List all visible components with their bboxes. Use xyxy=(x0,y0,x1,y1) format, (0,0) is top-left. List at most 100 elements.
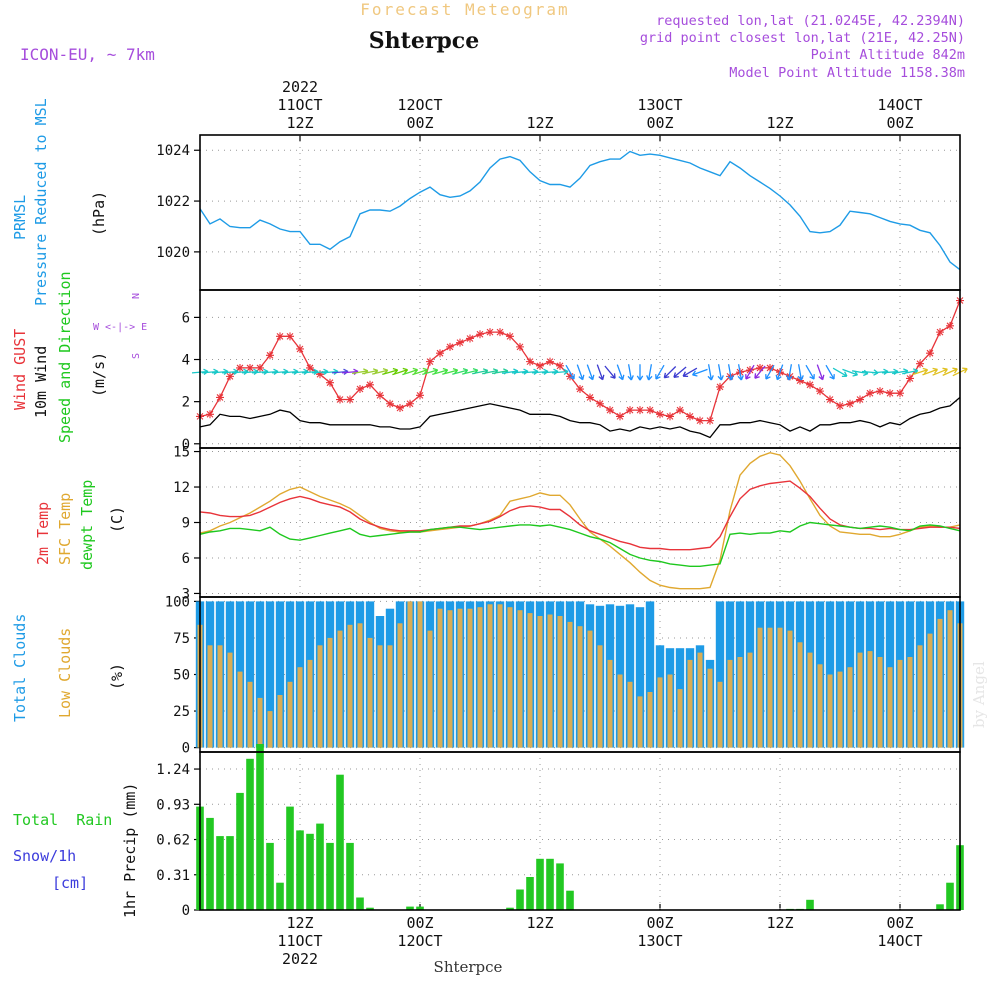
low-cloud-bar xyxy=(657,677,663,748)
gust-marker xyxy=(806,380,814,389)
wind-direction-arrow xyxy=(912,367,929,376)
gust-marker xyxy=(846,399,854,408)
low-cloud-bar xyxy=(277,695,283,748)
rain-bar xyxy=(546,858,554,910)
time-label: 12Z xyxy=(526,114,553,132)
point-altitude: Point Altitude 842m xyxy=(811,47,965,63)
low-cloud-bar xyxy=(677,689,683,748)
clouds-y-axis: 100 75 50 25 0 xyxy=(165,594,200,757)
station-title: Shterpce xyxy=(369,28,479,54)
low-cloud-bar xyxy=(477,607,483,748)
gust-marker xyxy=(906,374,914,383)
gust-marker xyxy=(246,363,254,372)
rain-bar xyxy=(936,904,944,910)
gust-marker xyxy=(536,361,544,370)
low-cloud-bar xyxy=(397,623,403,748)
compass-n-label: N xyxy=(131,293,142,299)
y-tick-label: 0 xyxy=(182,437,190,453)
gust-marker xyxy=(386,399,394,408)
low-cloud-bar xyxy=(437,608,443,748)
gust-marker xyxy=(866,389,874,398)
temperature-panel: 2m Temp SFC Temp dewpt Temp (C) 15 12 9 6 3 xyxy=(34,445,961,602)
pressure-grid xyxy=(200,135,960,290)
time-label: 00Z xyxy=(406,914,433,932)
wind-gust-line xyxy=(199,300,961,422)
gust-marker xyxy=(636,406,644,415)
gust-marker xyxy=(236,363,244,372)
gust-marker xyxy=(696,416,704,425)
gust-marker xyxy=(626,406,634,415)
low-clouds-label: Low Clouds xyxy=(56,628,74,718)
rain-bar xyxy=(266,842,274,910)
wind-direction-arrow xyxy=(805,364,815,380)
pressure-line xyxy=(199,150,961,271)
panel-frames xyxy=(199,134,961,911)
clouds-series xyxy=(195,601,965,748)
gust-marker xyxy=(526,357,534,366)
low-cloud-bar xyxy=(837,671,843,748)
wind-panel: Wind GUST 10m Wind Speed and Direction (… xyxy=(11,271,968,453)
gust-marker xyxy=(946,321,954,330)
rain-bar xyxy=(316,823,324,910)
gust-marker xyxy=(746,366,754,375)
sfc-temp-line xyxy=(199,451,961,590)
wind-direction-arrow xyxy=(922,367,939,376)
rain-bar xyxy=(246,758,254,910)
wind-gust-label: Wind GUST xyxy=(11,329,29,410)
wind-direction-arrow xyxy=(663,366,677,379)
y-tick-label: 1024 xyxy=(156,143,190,159)
wind-dir-label: Speed and Direction xyxy=(56,271,74,443)
low-cloud-bar xyxy=(427,630,433,748)
low-cloud-bar xyxy=(547,614,553,748)
clouds-panel: Total Clouds Low Clouds (%) by Angel 100… xyxy=(11,594,988,756)
wind-units: (m/s) xyxy=(90,352,108,397)
gust-marker xyxy=(336,395,344,404)
low-cloud-bar xyxy=(227,652,233,748)
wind-direction-arrow xyxy=(942,367,958,376)
low-cloud-bar xyxy=(787,630,793,748)
gust-marker xyxy=(786,372,794,381)
gust-marker xyxy=(546,357,554,366)
temperature-grid xyxy=(200,448,960,597)
t2m-line xyxy=(199,480,961,551)
rain-bar xyxy=(206,817,214,910)
low-cloud-bar xyxy=(717,681,723,748)
t2m-label: 2m Temp xyxy=(34,502,52,565)
rain-bar xyxy=(216,836,224,910)
wind-direction-arrow xyxy=(775,364,784,381)
gust-marker xyxy=(286,332,294,341)
wind-direction-arrow xyxy=(727,364,734,381)
gust-marker xyxy=(396,403,404,412)
gust-marker xyxy=(516,342,524,351)
rain-bar xyxy=(516,889,524,910)
temperature-series xyxy=(199,451,961,590)
low-cloud-bar xyxy=(827,674,833,748)
low-cloud-bar xyxy=(617,674,623,748)
low-cloud-bar xyxy=(487,604,493,748)
wind-direction-arrow xyxy=(655,364,665,380)
low-cloud-bar xyxy=(387,645,393,748)
requested-coords: requested lon,lat (21.0245E, 42.2394N) xyxy=(656,13,965,29)
y-tick-label: 25 xyxy=(173,704,190,720)
wind-direction-arrow xyxy=(737,364,744,381)
low-cloud-bar xyxy=(667,674,673,748)
wind-direction-arrow xyxy=(402,367,419,376)
wind-direction-arrow xyxy=(382,367,399,376)
gust-marker xyxy=(876,387,884,396)
time-label: 11OCT xyxy=(277,932,322,950)
y-tick-label: 15 xyxy=(173,445,190,461)
wind-direction-arrow xyxy=(754,365,766,379)
wind-direction-arrow xyxy=(825,364,835,380)
total-cloud-bar xyxy=(255,601,265,748)
gust-marker xyxy=(366,380,374,389)
low-cloud-bar xyxy=(767,627,773,748)
rain-bar xyxy=(346,842,354,910)
gust-marker xyxy=(216,393,224,402)
time-label: 13OCT xyxy=(637,96,682,114)
precip-series xyxy=(196,744,964,910)
low-cloud-bar xyxy=(247,681,253,748)
wind-direction-arrow xyxy=(576,364,585,381)
wind-direction-arrow xyxy=(707,364,714,381)
gust-marker xyxy=(206,410,214,419)
wind-direction-arrow xyxy=(636,364,644,381)
